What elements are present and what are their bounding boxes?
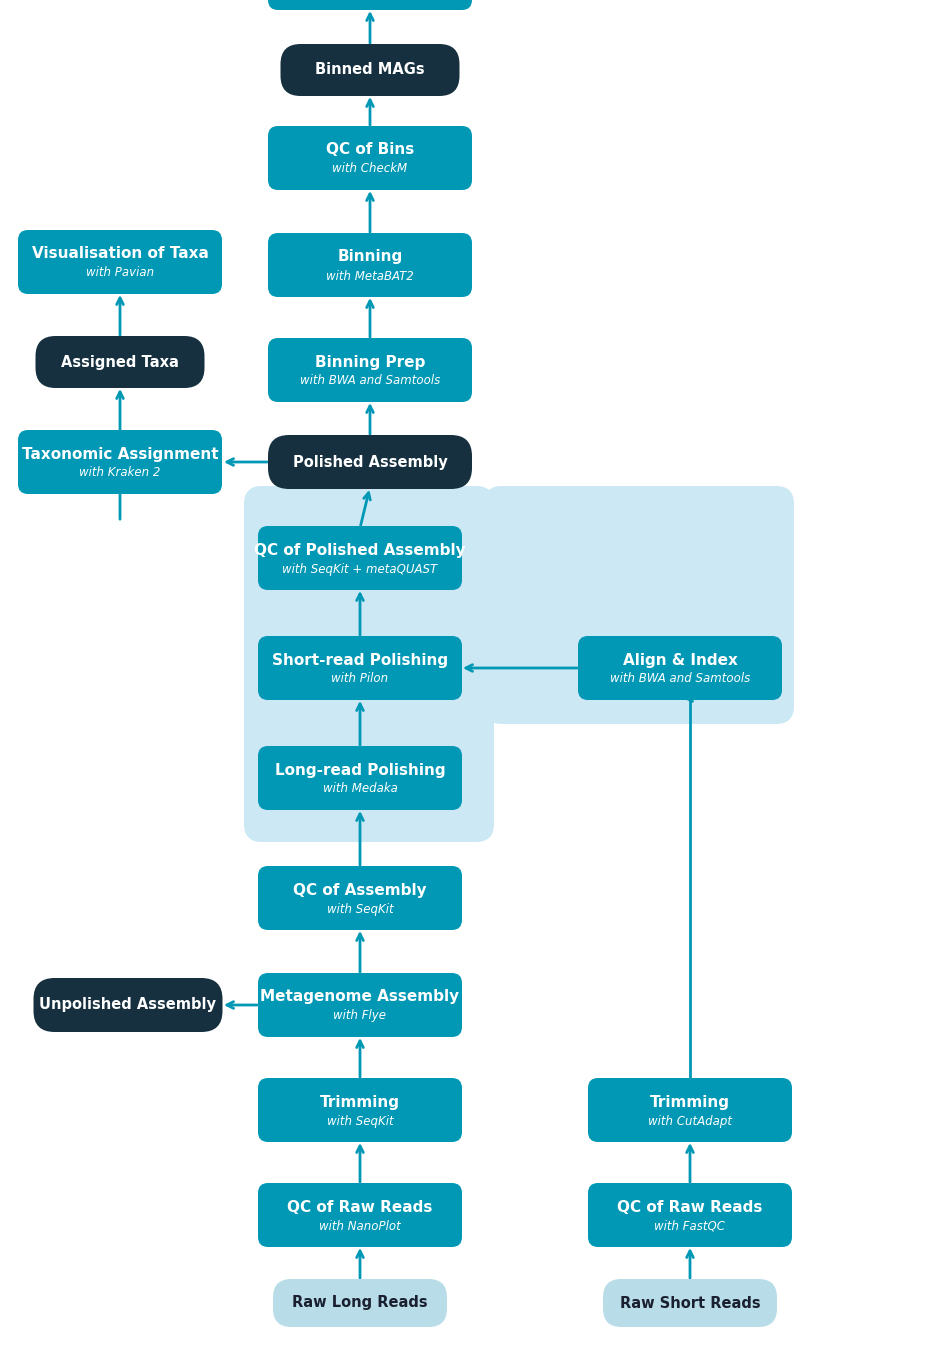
Text: Trimming: Trimming: [320, 1094, 400, 1109]
Text: with Kraken 2: with Kraken 2: [80, 466, 160, 480]
FancyBboxPatch shape: [258, 866, 462, 930]
FancyBboxPatch shape: [258, 746, 462, 810]
Text: Binning: Binning: [337, 250, 402, 265]
FancyBboxPatch shape: [33, 978, 222, 1031]
Text: Raw Long Reads: Raw Long Reads: [292, 1295, 428, 1310]
FancyBboxPatch shape: [35, 336, 205, 389]
Text: with Pilon: with Pilon: [332, 673, 388, 685]
FancyBboxPatch shape: [281, 43, 460, 96]
FancyBboxPatch shape: [258, 526, 462, 590]
Text: with Medaka: with Medaka: [323, 783, 398, 795]
Text: with CutAdapt: with CutAdapt: [648, 1114, 732, 1128]
Text: Polished Assembly: Polished Assembly: [293, 454, 448, 469]
Text: QC of Assembly: QC of Assembly: [293, 882, 426, 897]
Text: with NanoPlot: with NanoPlot: [319, 1219, 400, 1233]
FancyBboxPatch shape: [603, 1279, 777, 1326]
Text: with BWA and Samtools: with BWA and Samtools: [299, 375, 440, 387]
Text: Visualisation of Taxa: Visualisation of Taxa: [32, 246, 209, 261]
FancyBboxPatch shape: [588, 1078, 792, 1142]
FancyBboxPatch shape: [258, 636, 462, 700]
Text: with Pavian: with Pavian: [86, 266, 154, 280]
Text: with Flye: with Flye: [334, 1010, 387, 1022]
FancyBboxPatch shape: [268, 435, 472, 489]
Text: with CheckM: with CheckM: [333, 163, 408, 175]
FancyBboxPatch shape: [268, 338, 472, 402]
Text: Binned MAGs: Binned MAGs: [315, 63, 425, 77]
FancyBboxPatch shape: [244, 487, 494, 843]
Text: QC of Raw Reads: QC of Raw Reads: [287, 1200, 433, 1215]
Text: Trimming: Trimming: [650, 1094, 730, 1109]
FancyBboxPatch shape: [273, 1279, 447, 1326]
Text: Taxonomic Assignment: Taxonomic Assignment: [21, 447, 219, 462]
Text: with FastQC: with FastQC: [654, 1219, 726, 1233]
FancyBboxPatch shape: [258, 1078, 462, 1142]
Text: Short-read Polishing: Short-read Polishing: [272, 652, 448, 667]
FancyBboxPatch shape: [258, 973, 462, 1037]
Text: Raw Short Reads: Raw Short Reads: [619, 1295, 760, 1310]
Text: QC of Raw Reads: QC of Raw Reads: [617, 1200, 763, 1215]
Text: Assigned Taxa: Assigned Taxa: [61, 355, 179, 370]
Text: with BWA and Samtools: with BWA and Samtools: [610, 673, 750, 685]
FancyBboxPatch shape: [268, 0, 472, 10]
Text: Long-read Polishing: Long-read Polishing: [274, 762, 445, 777]
Text: Align & Index: Align & Index: [623, 652, 738, 667]
FancyBboxPatch shape: [258, 1182, 462, 1248]
FancyBboxPatch shape: [588, 1182, 792, 1248]
Text: QC of Bins: QC of Bins: [326, 143, 414, 158]
FancyBboxPatch shape: [268, 232, 472, 298]
FancyBboxPatch shape: [578, 636, 782, 700]
Text: Unpolished Assembly: Unpolished Assembly: [40, 998, 217, 1012]
Text: Metagenome Assembly: Metagenome Assembly: [260, 989, 460, 1004]
Text: with SeqKit + metaQUAST: with SeqKit + metaQUAST: [283, 563, 438, 575]
FancyBboxPatch shape: [18, 230, 222, 294]
FancyBboxPatch shape: [484, 487, 794, 724]
FancyBboxPatch shape: [18, 429, 222, 495]
Text: Binning Prep: Binning Prep: [315, 355, 425, 370]
Text: QC of Polished Assembly: QC of Polished Assembly: [254, 542, 465, 557]
FancyBboxPatch shape: [268, 126, 472, 190]
Text: with SeqKit: with SeqKit: [326, 902, 393, 916]
Text: with SeqKit: with SeqKit: [326, 1114, 393, 1128]
Text: with MetaBAT2: with MetaBAT2: [326, 269, 413, 283]
